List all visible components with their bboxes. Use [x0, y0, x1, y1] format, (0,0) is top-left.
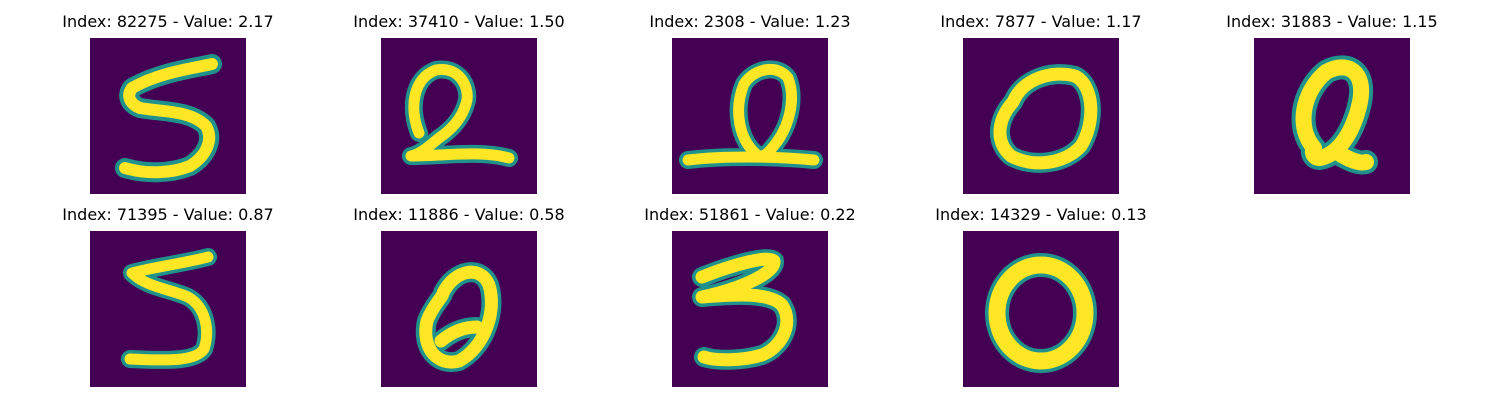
digit-stroke [1295, 59, 1374, 171]
panel-title: Index: 37410 - Value: 1.50 [353, 12, 565, 31]
image-panel: Index: 31883 - Value: 1.15 [1212, 10, 1452, 200]
digit-image [963, 231, 1119, 387]
digit-image [90, 38, 246, 194]
digit-stroke [419, 265, 498, 369]
image-panel: Index: 7877 - Value: 1.17 [921, 10, 1161, 200]
image-panel: Index: 51861 - Value: 0.22 [630, 203, 870, 393]
digit-image [381, 231, 537, 387]
digit-stroke [682, 64, 820, 166]
image-panel: Index: 14329 - Value: 0.13 [921, 203, 1161, 393]
digit-image [672, 231, 828, 387]
panel-title: Index: 71395 - Value: 0.87 [62, 205, 274, 224]
panel-title: Index: 7877 - Value: 1.17 [940, 12, 1142, 31]
panel-title: Index: 2308 - Value: 1.23 [649, 12, 851, 31]
digit-image [672, 38, 828, 194]
digit-image [963, 38, 1119, 194]
digit-stroke [993, 67, 1098, 170]
digit-stroke [405, 64, 515, 164]
panel-title: Index: 31883 - Value: 1.15 [1226, 12, 1438, 31]
digit-stroke [695, 252, 794, 367]
panel-title: Index: 14329 - Value: 0.13 [935, 205, 1147, 224]
digit-stroke [988, 256, 1094, 370]
image-panel: Index: 37410 - Value: 1.50 [339, 10, 579, 200]
digit-image [381, 38, 537, 194]
panel-title: Index: 51861 - Value: 0.22 [644, 205, 856, 224]
image-panel: Index: 71395 - Value: 0.87 [48, 203, 288, 393]
digit-stroke [119, 58, 218, 179]
image-panel: Index: 82275 - Value: 2.17 [48, 10, 288, 200]
digit-stroke [124, 251, 214, 366]
image-panel: Index: 11886 - Value: 0.58 [339, 203, 579, 393]
image-panel: Index: 2308 - Value: 1.23 [630, 10, 870, 200]
panel-title: Index: 82275 - Value: 2.17 [62, 12, 274, 31]
panel-title: Index: 11886 - Value: 0.58 [353, 205, 565, 224]
digit-image [1254, 38, 1410, 194]
digit-image [90, 231, 246, 387]
